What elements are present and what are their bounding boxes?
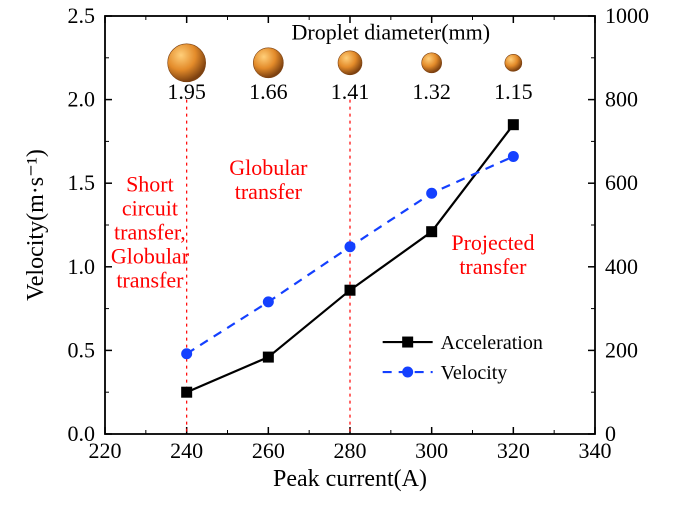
- svg-text:Droplet diameter(mm): Droplet diameter(mm): [292, 19, 491, 44]
- svg-text:2.5: 2.5: [68, 3, 96, 28]
- svg-text:200: 200: [605, 337, 638, 362]
- svg-text:Velocity: Velocity: [441, 362, 508, 384]
- svg-text:Peak current(A): Peak current(A): [273, 466, 427, 492]
- svg-text:800: 800: [605, 87, 638, 112]
- svg-text:1.0: 1.0: [68, 254, 96, 279]
- svg-text:0.0: 0.0: [68, 421, 96, 446]
- chart-svg: 2202402602803003203400.00.51.01.52.02.50…: [0, 0, 685, 518]
- svg-text:300: 300: [415, 438, 448, 463]
- svg-text:1.41: 1.41: [331, 79, 370, 104]
- svg-text:1.66: 1.66: [249, 79, 288, 104]
- svg-text:circuit: circuit: [122, 196, 178, 221]
- svg-text:transfer,: transfer,: [114, 220, 186, 245]
- svg-text:600: 600: [605, 170, 638, 195]
- svg-text:260: 260: [252, 438, 285, 463]
- svg-text:1.32: 1.32: [412, 79, 451, 104]
- svg-text:400: 400: [605, 254, 638, 279]
- svg-text:0.5: 0.5: [68, 337, 96, 362]
- svg-text:1000: 1000: [605, 3, 649, 28]
- svg-text:280: 280: [334, 438, 367, 463]
- svg-text:transfer: transfer: [459, 254, 527, 279]
- svg-text:0: 0: [605, 421, 616, 446]
- svg-text:320: 320: [497, 438, 530, 463]
- svg-text:Globular: Globular: [229, 155, 308, 180]
- svg-text:transfer: transfer: [235, 179, 303, 204]
- svg-text:1.5: 1.5: [68, 170, 96, 195]
- svg-text:Acceleration: Acceleration: [441, 332, 543, 354]
- svg-text:Projected: Projected: [451, 230, 534, 255]
- svg-text:240: 240: [170, 438, 203, 463]
- svg-text:Globular: Globular: [111, 244, 190, 269]
- svg-text:Short: Short: [126, 172, 174, 197]
- svg-text:1.15: 1.15: [494, 79, 533, 104]
- chart-container: 2202402602803003203400.00.51.01.52.02.50…: [0, 0, 685, 518]
- svg-text:Velocity(m·s⁻¹): Velocity(m·s⁻¹): [23, 149, 49, 301]
- svg-text:transfer: transfer: [116, 268, 184, 293]
- svg-text:1.95: 1.95: [167, 79, 206, 104]
- svg-text:2.0: 2.0: [68, 87, 96, 112]
